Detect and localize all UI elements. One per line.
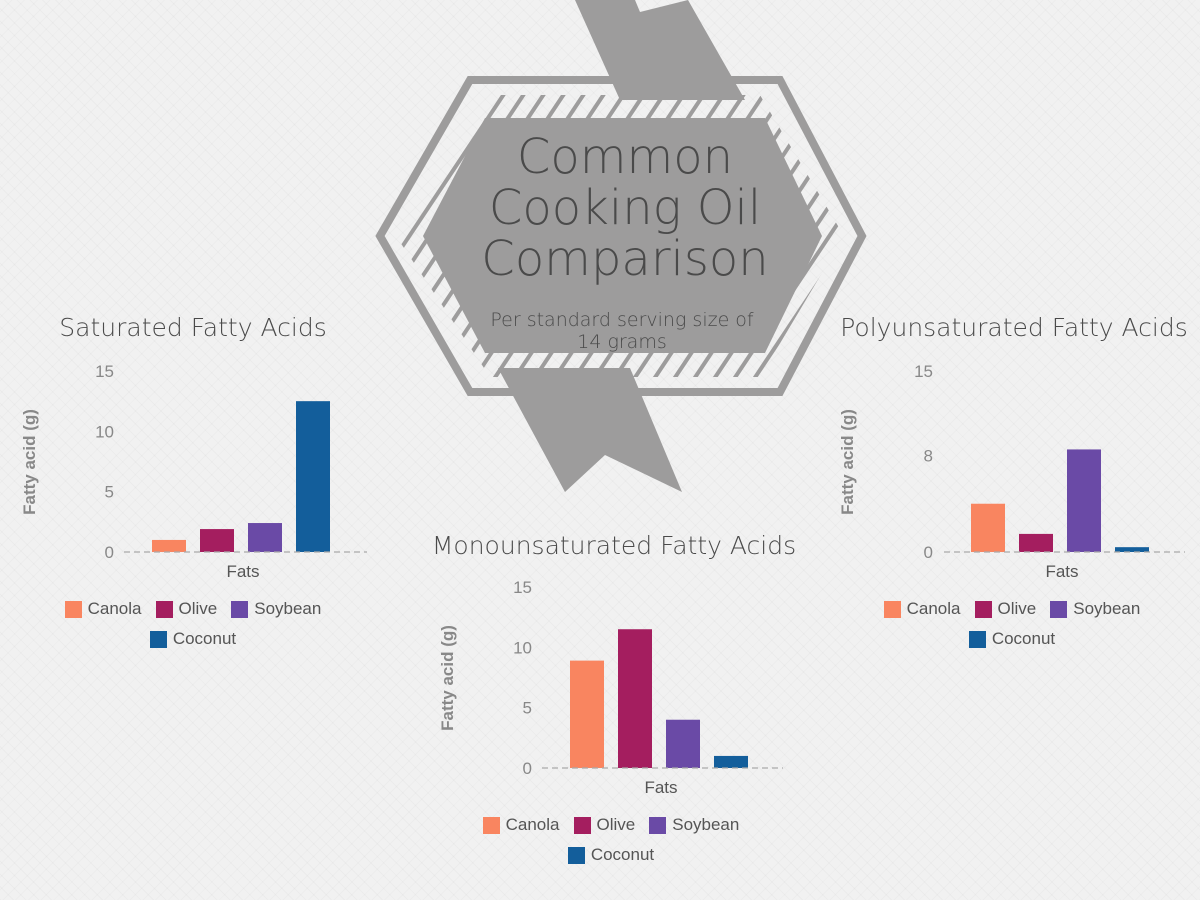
legend-swatch: [883, 600, 901, 618]
legend-item-soybean[interactable]: Soybean: [1050, 599, 1140, 619]
legend-label: Canola: [505, 815, 560, 834]
bar-soybean: [248, 523, 282, 552]
y-tick-label: 8: [924, 446, 933, 465]
legend-item-olive[interactable]: Olive: [573, 815, 636, 835]
bar-canola: [570, 660, 604, 768]
legend-swatch: [974, 600, 992, 618]
title-line-3: Comparison: [481, 231, 768, 287]
bar-soybean: [666, 719, 700, 768]
legend-swatch: [573, 816, 591, 834]
legend-swatch: [231, 600, 249, 618]
title-line-1: Common: [517, 129, 733, 185]
chart-title: Saturated Fatty Acids: [59, 313, 326, 342]
y-tick-label: 0: [105, 543, 114, 562]
legend-label: Coconut: [590, 845, 655, 864]
subtitle-line-1: Per standard serving size of: [490, 309, 754, 331]
legend-label: Soybean: [254, 599, 322, 618]
x-axis-label: Fats: [644, 778, 677, 797]
title-line-2: Cooking Oil: [489, 180, 761, 236]
legend-item-soybean[interactable]: Soybean: [231, 599, 321, 619]
bar-coconut: [296, 401, 330, 552]
legend-item-coconut[interactable]: Coconut: [149, 629, 237, 649]
subtitle-line-2: 14 grams: [577, 331, 666, 353]
legend-swatch: [968, 630, 986, 648]
hexagon-inner: [423, 118, 822, 353]
y-axis-label: Fatty acid (g): [838, 409, 857, 515]
legend-swatch: [567, 846, 585, 864]
x-axis-label: Fats: [226, 562, 259, 581]
legend-label: Olive: [997, 599, 1037, 618]
y-tick-label: 5: [523, 699, 532, 718]
bar-olive: [618, 629, 652, 768]
ribbon-top: [575, 0, 745, 100]
legend-label: Olive: [178, 599, 218, 618]
chart-saturated-legend: Canola Olive Soybean Coconut: [40, 599, 346, 649]
legend-swatch: [64, 600, 82, 618]
legend-label: Soybean: [1073, 599, 1141, 618]
legend-label: Coconut: [172, 629, 237, 648]
legend-item-canola[interactable]: Canola: [64, 599, 142, 619]
y-tick-label: 0: [924, 543, 933, 562]
y-axis-label: Fatty acid (g): [20, 409, 39, 515]
legend-item-canola[interactable]: Canola: [482, 815, 560, 835]
bar-coconut: [714, 755, 748, 768]
bar-olive: [1019, 533, 1053, 552]
legend-label: Canola: [906, 599, 961, 618]
legend-swatch: [1050, 600, 1068, 618]
chart-title: Monounsaturated Fatty Acids: [432, 531, 796, 560]
legend-item-olive[interactable]: Olive: [155, 599, 218, 619]
chart-polyunsaturated-legend: Canola Olive Soybean Coconut: [859, 599, 1165, 649]
y-tick-label: 5: [105, 483, 114, 502]
legend-item-soybean[interactable]: Soybean: [649, 815, 739, 835]
y-axis-label: Fatty acid (g): [438, 625, 457, 731]
legend-label: Canola: [87, 599, 142, 618]
hexagon-outer-ring: [375, 76, 867, 396]
legend-swatch: [149, 630, 167, 648]
legend-label: Coconut: [991, 629, 1056, 648]
bar-canola: [971, 503, 1005, 552]
y-tick-label: 0: [523, 759, 532, 778]
ribbon-bottom: [498, 368, 682, 492]
bar-soybean: [1067, 449, 1101, 552]
y-tick-label: 15: [914, 362, 933, 381]
y-tick-label: 10: [95, 422, 114, 441]
x-axis-label: Fats: [1045, 562, 1078, 581]
legend-item-coconut[interactable]: Coconut: [968, 629, 1056, 649]
y-tick-label: 15: [513, 578, 532, 597]
legend-item-coconut[interactable]: Coconut: [567, 845, 655, 865]
y-tick-label: 10: [513, 638, 532, 657]
bar-coconut: [1115, 547, 1149, 552]
bar-olive: [200, 529, 234, 552]
legend-label: Olive: [596, 815, 636, 834]
bar-canola: [152, 539, 186, 552]
legend-swatch: [482, 816, 500, 834]
chart-monounsaturated-legend: Canola Olive Soybean Coconut: [458, 815, 764, 865]
y-tick-label: 15: [95, 362, 114, 381]
legend-swatch: [155, 600, 173, 618]
legend-label: Soybean: [672, 815, 740, 834]
legend-swatch: [649, 816, 667, 834]
chart-title: Polyunsaturated Fatty Acids: [840, 313, 1188, 342]
legend-item-olive[interactable]: Olive: [974, 599, 1037, 619]
legend-item-canola[interactable]: Canola: [883, 599, 961, 619]
